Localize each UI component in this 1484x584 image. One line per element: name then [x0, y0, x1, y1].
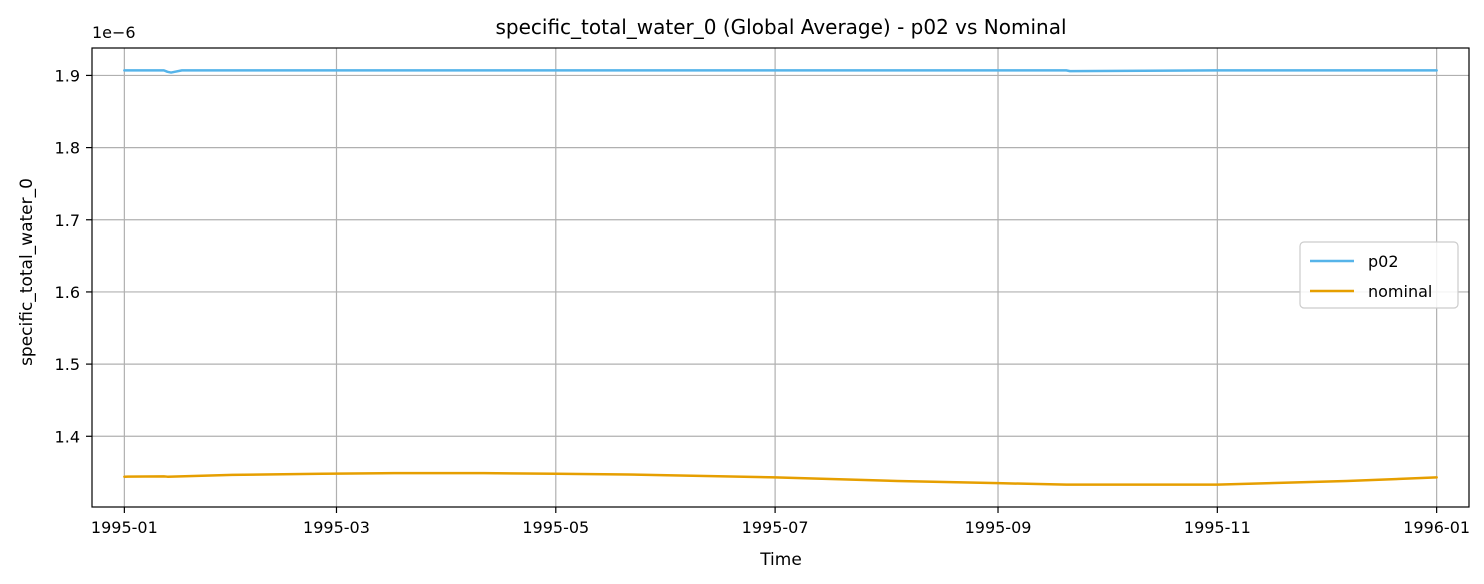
y-axis-label: specific_total_water_0: [17, 178, 37, 366]
chart-title: specific_total_water_0 (Global Average) …: [495, 15, 1066, 39]
x-axis-label: Time: [759, 550, 802, 570]
y-tick-label: 1.9: [55, 66, 80, 85]
series-lines: [123, 69, 1438, 486]
x-tick-label: 1995-05: [522, 518, 589, 537]
y-tick-label: 1.7: [55, 211, 80, 230]
series-line-nominal: [123, 471, 1438, 486]
plot-frame: [91, 47, 1470, 508]
axes: 1995-01 1995-03 1995-05 1995-07 1995-09 1995-…: [55, 47, 1470, 537]
legend-label-p02: p02: [1368, 252, 1399, 271]
grid: [92, 48, 1469, 507]
x-tick-label: 1995-07: [742, 518, 809, 537]
x-tick-label: 1995-11: [1184, 518, 1251, 537]
x-tick-label: 1995-09: [965, 518, 1032, 537]
y-tick-label: 1.5: [55, 355, 80, 374]
series-line-p02: [123, 69, 1438, 74]
legend-label-nominal: nominal: [1368, 282, 1432, 301]
legend: p02 nominal: [1299, 241, 1459, 309]
y-tick-label: 1.4: [55, 427, 80, 446]
x-tick-label: 1995-01: [91, 518, 158, 537]
y-tick-label: 1.6: [55, 283, 80, 302]
x-tick-label: 1995-03: [303, 518, 370, 537]
x-tick-label: 1996-01: [1403, 518, 1470, 537]
y-offset-label: 1e−6: [92, 23, 136, 42]
y-tick-label: 1.8: [55, 139, 80, 158]
